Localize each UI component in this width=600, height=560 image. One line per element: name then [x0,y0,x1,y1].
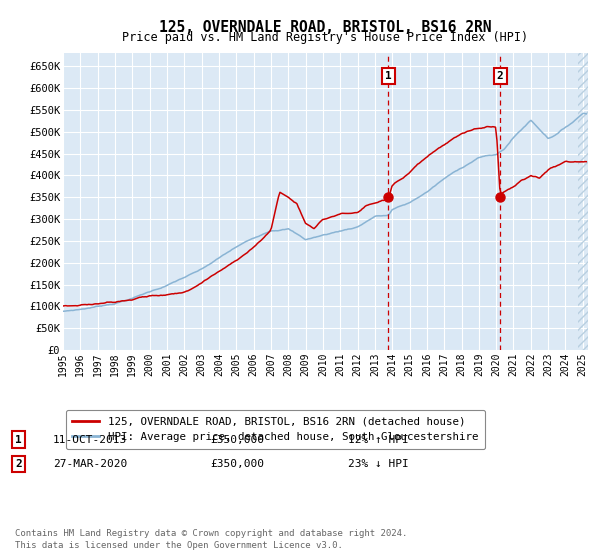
Text: 2: 2 [497,71,503,81]
Bar [388,53,500,350]
Text: 12% ↑ HPI: 12% ↑ HPI [348,435,409,445]
Text: £350,000: £350,000 [210,459,264,469]
Bar [578,53,590,350]
Text: 2: 2 [15,459,22,469]
Text: £350,000: £350,000 [210,435,264,445]
Text: Contains HM Land Registry data © Crown copyright and database right 2024.
This d: Contains HM Land Registry data © Crown c… [15,529,407,550]
Text: 11-OCT-2013: 11-OCT-2013 [53,435,127,445]
Text: 1: 1 [385,71,392,81]
Text: 27-MAR-2020: 27-MAR-2020 [53,459,127,469]
Text: 1: 1 [15,435,22,445]
Bar [578,53,590,350]
Text: Price paid vs. HM Land Registry's House Price Index (HPI): Price paid vs. HM Land Registry's House … [122,31,529,44]
Text: 125, OVERNDALE ROAD, BRISTOL, BS16 2RN: 125, OVERNDALE ROAD, BRISTOL, BS16 2RN [159,20,492,35]
Text: 23% ↓ HPI: 23% ↓ HPI [348,459,409,469]
Legend: 125, OVERNDALE ROAD, BRISTOL, BS16 2RN (detached house), HPI: Average price, det: 125, OVERNDALE ROAD, BRISTOL, BS16 2RN (… [66,410,485,449]
